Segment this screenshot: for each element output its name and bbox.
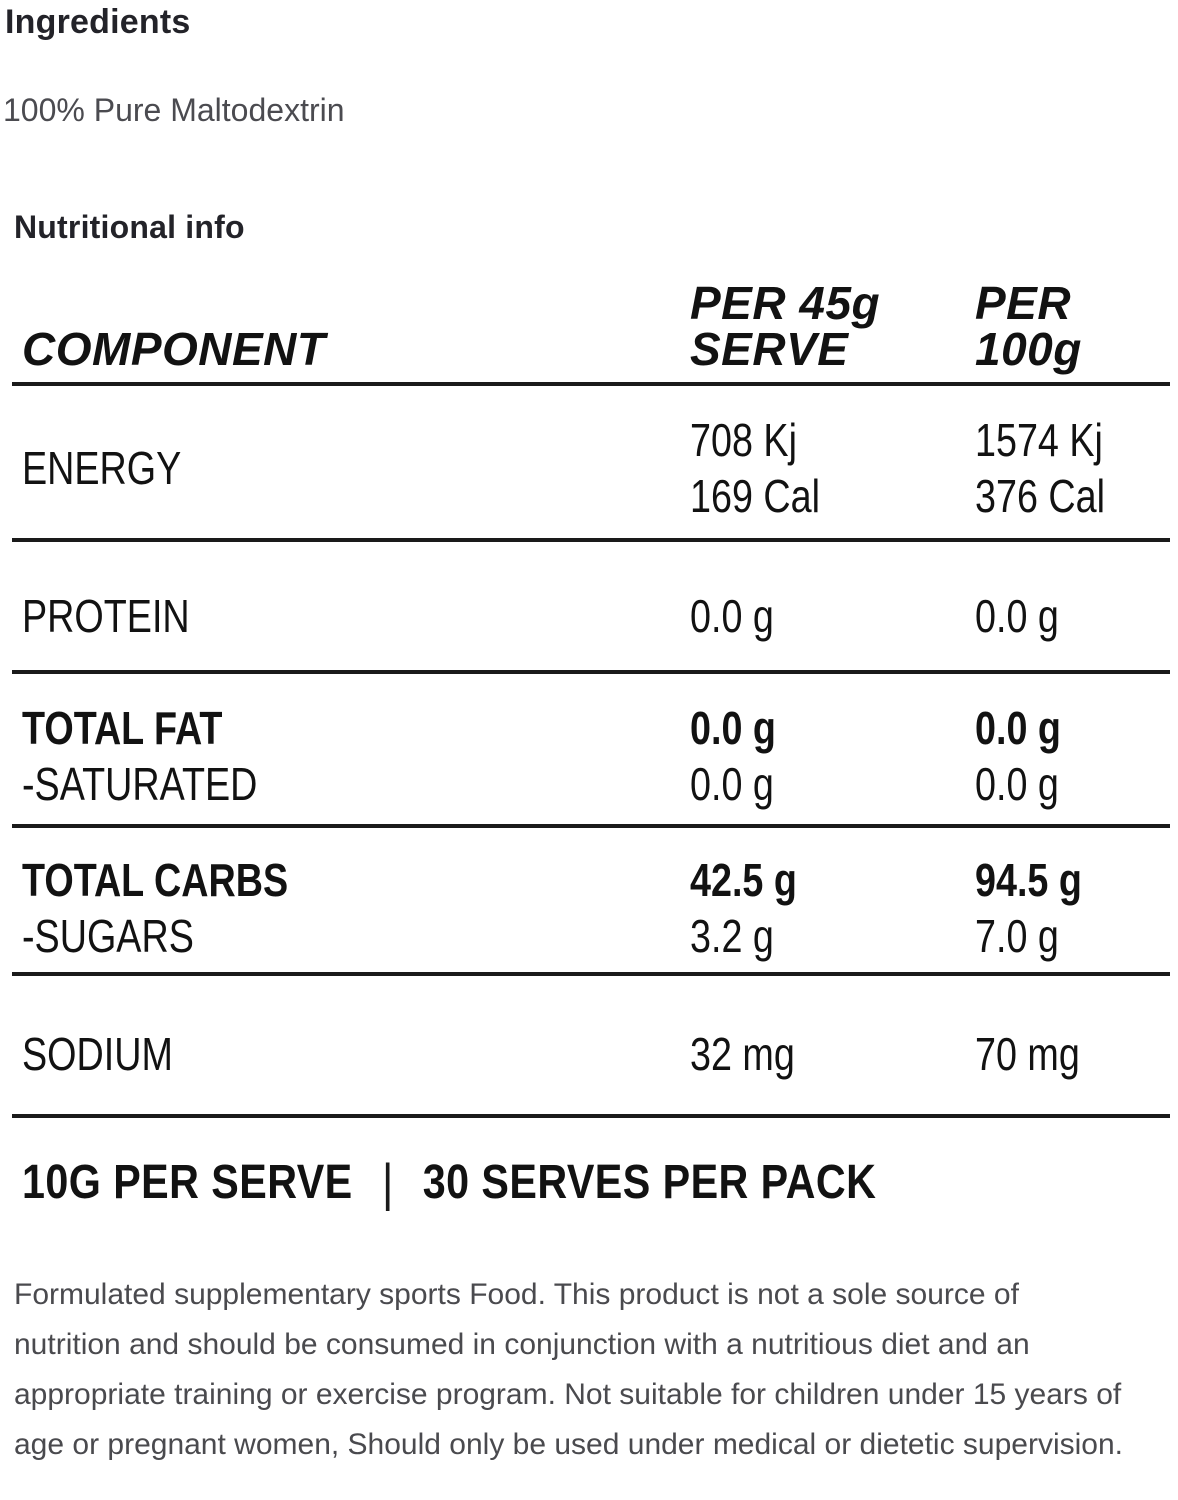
table-divider [12,670,1170,674]
value-per-serve: 708 Kj [690,414,797,466]
value-per-100g: 0.0 g [975,702,1061,754]
value-per-100g: 0.0 g [975,590,1059,642]
nutrition-panel: Ingredients 100% Pure Maltodextrin Nutri… [0,2,1178,1470]
table-divider [12,972,1170,976]
value-per-serve: 42.5 g [690,854,797,906]
value-per-serve: 0.0 g [690,758,774,810]
table-row-sodium: SODIUM 32 mg 70 mg [12,976,1170,1114]
serves-per-pack-text: 30 SERVES PER PACK [422,1156,877,1209]
table-divider [12,538,1170,542]
value-per-100g: 0.0 g [975,758,1059,810]
column-header-per-serve: SERVE [690,323,849,375]
nutrition-table: COMPONENT PER 45g SERVE PER 100g ENERGY … [12,280,1170,1118]
table-divider [12,1114,1170,1118]
component-label: -SUGARS [22,910,194,962]
component-label: ENERGY [22,442,182,494]
value-per-100g: 7.0 g [975,910,1059,962]
table-divider [12,382,1170,386]
grams-per-serve-text: 10G PER SERVE [22,1156,353,1209]
serving-summary-separator: | [381,1154,394,1212]
value-per-serve: 3.2 g [690,910,774,962]
value-per-serve: 0.0 g [690,590,774,642]
table-row-total-carbs: TOTAL CARBS -SUGARS 42.5 g 3.2 g 94.5 g … [12,828,1170,972]
disclaimer-text: Formulated supplementary sports Food. Th… [14,1278,1124,1461]
component-label: -SATURATED [22,758,258,810]
table-row-energy: ENERGY 708 Kj 169 Cal 1574 Kj 376 Cal [12,386,1170,538]
column-header-per-serve: PER 45g [690,277,881,329]
table-row-protein: PROTEIN 0.0 g 0.0 g [12,542,1170,670]
value-per-100g: 1574 Kj [975,414,1103,466]
column-header-component: COMPONENT [22,323,326,375]
table-header-row: COMPONENT PER 45g SERVE PER 100g [12,280,1170,382]
value-per-serve: 0.0 g [690,702,776,754]
nutritional-info-heading: Nutritional info [14,209,245,245]
ingredients-text: 100% Pure Maltodextrin [3,92,345,128]
component-label: PROTEIN [22,590,190,642]
column-header-per-100g: 100g [975,323,1082,375]
component-label: SODIUM [22,1028,173,1080]
ingredients-heading: Ingredients [5,3,191,41]
value-per-100g: 376 Cal [975,470,1106,522]
table-divider [12,824,1170,828]
value-per-100g: 94.5 g [975,854,1082,906]
column-header-per-100g: PER [975,277,1072,329]
component-label: TOTAL FAT [22,702,223,754]
value-per-serve: 32 mg [690,1028,795,1080]
value-per-serve: 169 Cal [690,470,821,522]
serving-summary: 10G PER SERVE | 30 SERVES PER PACK [22,1156,1016,1210]
value-per-100g: 70 mg [975,1028,1080,1080]
component-label: TOTAL CARBS [22,854,289,906]
table-row-total-fat: TOTAL FAT -SATURATED 0.0 g 0.0 g 0.0 g 0… [12,674,1170,824]
